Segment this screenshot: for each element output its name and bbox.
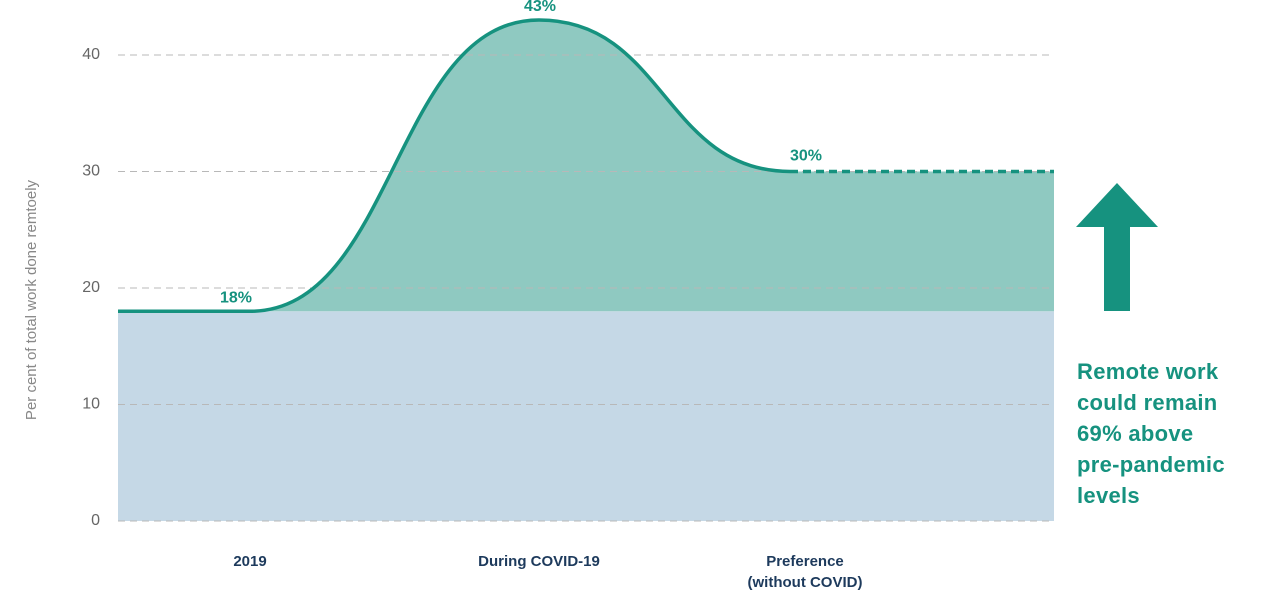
y-tick-label: 20 (82, 279, 100, 296)
annotation-line: levels (1077, 483, 1140, 508)
base-area (118, 311, 1054, 521)
area (118, 20, 1054, 312)
annotation-line: 69% above (1077, 421, 1194, 446)
y-tick-label: 30 (82, 163, 100, 180)
arrow-icon (1076, 183, 1158, 311)
value-label: 18% (220, 289, 252, 306)
y-tick-label: 10 (82, 396, 100, 413)
x-tick-label: 2019 (233, 553, 267, 570)
y-tick-label: 40 (82, 46, 100, 63)
annotation-line: could remain (1077, 390, 1218, 415)
y-axis-label: Per cent of total work done remtoely (23, 179, 40, 420)
annotation-line: Remote work (1077, 359, 1219, 384)
x-tick-label: Preference (without COVID) (747, 553, 863, 591)
value-label: 30% (790, 148, 822, 165)
annotation-line: pre-pandemic (1077, 452, 1225, 477)
value-label: 43% (524, 0, 556, 15)
annotation: Remote work could remain 69% above pre-pand… (1077, 356, 1225, 511)
x-tick-label: During COVID-19 (478, 553, 600, 570)
line (249, 18, 791, 314)
y-tick-label: 0 (91, 512, 100, 529)
